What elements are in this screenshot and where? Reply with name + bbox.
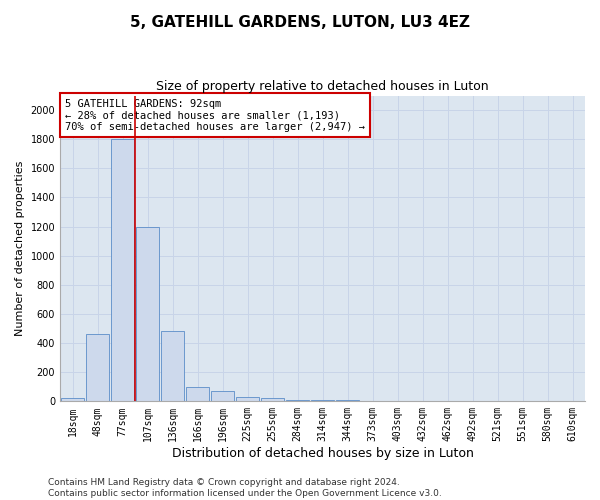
Bar [311,400,334,402]
X-axis label: Distribution of detached houses by size in Luton: Distribution of detached houses by size … [172,447,473,460]
Bar [61,398,84,402]
Text: Contains HM Land Registry data © Crown copyright and database right 2024.
Contai: Contains HM Land Registry data © Crown c… [48,478,442,498]
Bar [336,400,359,402]
Bar [111,139,134,402]
Bar [186,387,209,402]
Bar [261,398,284,402]
Bar [86,334,109,402]
Text: 5 GATEHILL GARDENS: 92sqm
← 28% of detached houses are smaller (1,193)
70% of se: 5 GATEHILL GARDENS: 92sqm ← 28% of detac… [65,98,365,132]
Bar [236,397,259,402]
Bar [211,391,234,402]
Y-axis label: Number of detached properties: Number of detached properties [15,161,25,336]
Text: 5, GATEHILL GARDENS, LUTON, LU3 4EZ: 5, GATEHILL GARDENS, LUTON, LU3 4EZ [130,15,470,30]
Bar [161,332,184,402]
Title: Size of property relative to detached houses in Luton: Size of property relative to detached ho… [156,80,489,93]
Bar [286,400,309,402]
Bar [136,226,159,402]
